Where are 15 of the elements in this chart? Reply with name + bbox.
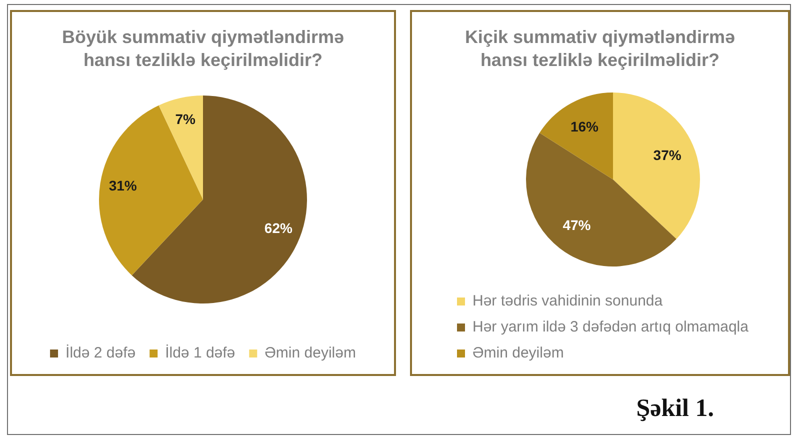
legend-label: İldə 1 dəfə: [165, 344, 236, 362]
legend-label: Əmin deyiləm: [264, 344, 356, 362]
legend-label: Hər tədris vahidinin sonunda: [472, 292, 664, 310]
data-label: 31%: [108, 178, 138, 194]
data-label: 62%: [264, 220, 293, 236]
legend-label: Əmin deyiləm: [472, 344, 564, 362]
legend-label: Hər yarım ildə 3 dəfədən artıq olmamaqla: [472, 318, 750, 336]
text: Şəkil 1.: [636, 394, 714, 424]
legend-label: İldə 2 dəfə: [66, 344, 136, 362]
data-label: 16%: [570, 118, 600, 135]
chart-title: Böyük summativ qiymətləndirmə hansı tezliklə keçirilməlidir?: [60, 26, 346, 72]
data-label: 47%: [562, 217, 592, 234]
data-label: 7%: [175, 111, 196, 128]
chart-title: Kiçik summativ qiymətləndirmə hansı tezliklə keçirilməlidir?: [464, 26, 736, 72]
data-label: 37%: [653, 146, 682, 163]
